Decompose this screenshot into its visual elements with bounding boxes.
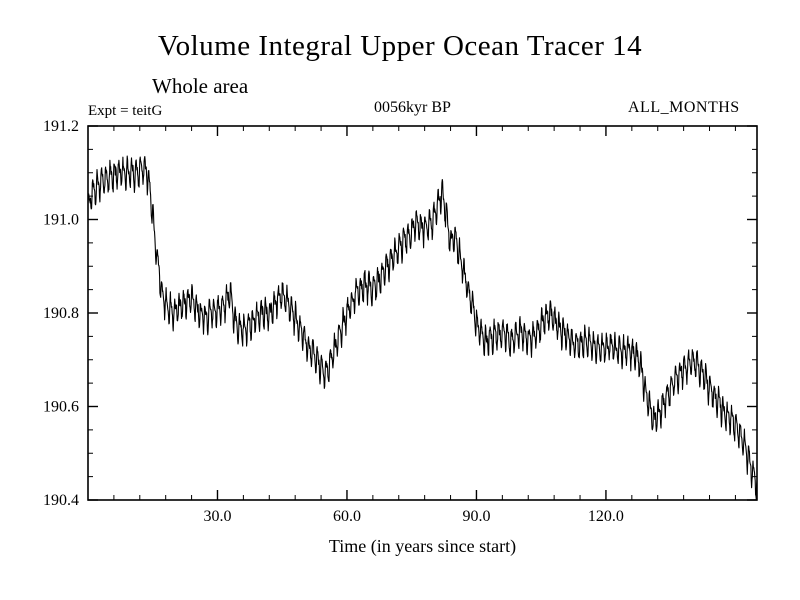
- y-tick-label: 190.8: [43, 305, 79, 322]
- chart-subtitle: Whole area: [152, 74, 249, 98]
- months-label: ALL_MONTHS: [628, 99, 740, 116]
- x-tick-label: 60.0: [333, 508, 361, 525]
- plot-frame: [87, 125, 758, 501]
- x-axis-title: Time (in years since start): [328, 536, 517, 556]
- chart-title: Volume Integral Upper Ocean Tracer 14: [157, 30, 643, 62]
- y-tick-label: 190.6: [43, 399, 79, 416]
- x-tick-label: 90.0: [462, 508, 490, 525]
- y-tick-label: 190.4: [43, 492, 79, 509]
- y-tick-label: 191.2: [43, 118, 79, 135]
- x-tick-label: 120.0: [588, 508, 624, 525]
- x-tick-label: 30.0: [203, 508, 231, 525]
- series-line: [87, 155, 758, 501]
- y-tick-label: 191.0: [43, 212, 79, 229]
- experiment-label: Expt = teitG: [88, 103, 163, 119]
- kyr-bp-label: 0056kyr BP: [374, 99, 451, 116]
